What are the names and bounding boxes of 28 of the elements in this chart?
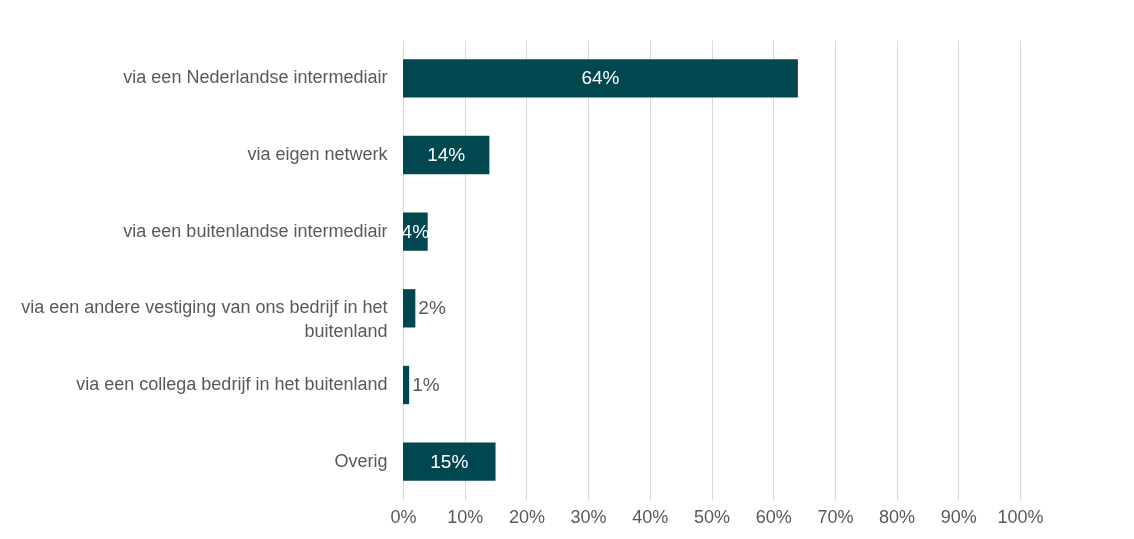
x-tick-label: 80% [879, 506, 916, 527]
x-tick-label: 70% [817, 506, 854, 527]
x-tick-label: 20% [508, 506, 545, 527]
x-tick-label: 90% [940, 506, 977, 527]
y-tick-label: via eigen netwerk [247, 144, 389, 164]
x-tick-label: 10% [447, 506, 484, 527]
data-label: 15% [430, 450, 469, 472]
x-tick-label: 50% [693, 506, 731, 527]
y-tick-label: via een andere vestiging van ons bedrijf in het buitenland [21, 297, 388, 342]
data-label: 1% [412, 374, 440, 395]
y-tick-label: via een buitenlandse intermediair [123, 220, 388, 241]
bar [403, 135, 490, 175]
x-tick-label: 60% [755, 506, 792, 527]
x-tick-label: 100% [997, 506, 1044, 527]
data-label: 2% [418, 297, 446, 319]
x-tick-label: 30% [570, 506, 607, 527]
bar [403, 365, 410, 405]
x-tick-label: 0% [390, 506, 417, 527]
bar [403, 59, 798, 98]
data-label: 4% [401, 220, 430, 242]
data-label: 14% [427, 144, 466, 165]
bar [403, 442, 496, 481]
x-tick-label: 40% [632, 506, 669, 527]
bar [403, 289, 416, 328]
y-tick-label: via een Nederlandse intermediair [123, 67, 388, 88]
y-tick-label: Overig [334, 450, 388, 471]
y-tick-label: via een collega bedrijf in het buitenland [76, 374, 388, 394]
data-label: 64% [581, 67, 620, 89]
